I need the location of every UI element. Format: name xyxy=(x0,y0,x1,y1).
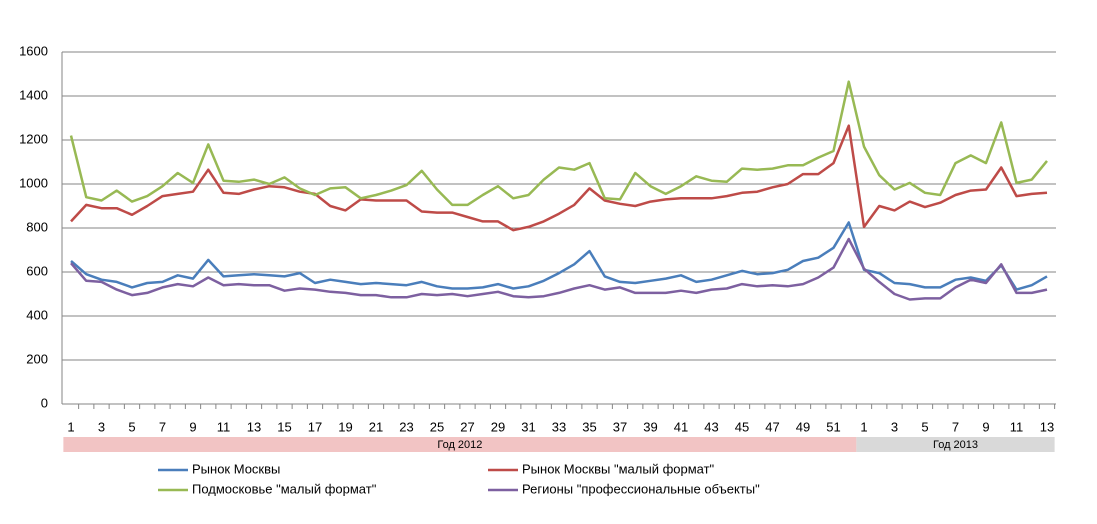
x-tick-label: 3 xyxy=(891,419,898,434)
series-line xyxy=(69,80,1048,207)
legend-label: Рынок Москвы xyxy=(192,461,280,476)
x-tick-label: 47 xyxy=(765,419,779,434)
x-tick-label: 17 xyxy=(308,419,322,434)
series-line xyxy=(70,237,1048,301)
x-tick-label: 19 xyxy=(338,419,352,434)
x-tick-label: 11 xyxy=(217,419,231,434)
group-band xyxy=(63,437,857,452)
y-tick-label: 1400 xyxy=(19,87,48,102)
y-tick-label: 200 xyxy=(26,351,48,366)
x-tick-label: 13 xyxy=(1040,419,1054,434)
x-tick-label: 13 xyxy=(247,419,261,434)
x-tick-label: 45 xyxy=(735,419,749,434)
x-tick-label: 31 xyxy=(521,419,535,434)
y-tick-label: 1600 xyxy=(19,43,48,58)
x-tick-label: 11 xyxy=(1010,419,1024,434)
series-line xyxy=(70,124,1048,232)
y-tick-label: 400 xyxy=(26,307,48,322)
x-tick-label: 39 xyxy=(643,419,657,434)
x-tick-label: 27 xyxy=(460,419,474,434)
x-tick-label: 7 xyxy=(952,419,959,434)
y-tick-label: 1200 xyxy=(19,131,48,146)
x-tick-label: 43 xyxy=(704,419,718,434)
x-tick-label: 3 xyxy=(98,419,105,434)
x-tick-label: 5 xyxy=(921,419,928,434)
legend-label: Рынок Москвы "малый формат" xyxy=(522,461,715,476)
x-tick-label: 41 xyxy=(674,419,688,434)
x-tick-label: 5 xyxy=(128,419,135,434)
x-tick-label: 37 xyxy=(613,419,627,434)
x-tick-label: 29 xyxy=(491,419,505,434)
x-tick-label: 1 xyxy=(860,419,867,434)
y-tick-label: 800 xyxy=(26,219,48,234)
group-band xyxy=(856,437,1055,452)
x-tick-label: 25 xyxy=(430,419,444,434)
y-tick-label: 0 xyxy=(41,395,48,410)
x-tick-label: 49 xyxy=(796,419,810,434)
x-tick-label: 1 xyxy=(67,419,74,434)
x-tick-label: 15 xyxy=(277,419,291,434)
x-tick-label: 7 xyxy=(159,419,166,434)
series-line xyxy=(70,221,1048,291)
x-tick-label: 51 xyxy=(826,419,840,434)
legend-label: Подмосковье "малый формат" xyxy=(192,481,377,496)
legend-label: Регионы "профессиональные объекты" xyxy=(522,481,760,496)
x-tick-label: 23 xyxy=(399,419,413,434)
x-tick-label: 9 xyxy=(189,419,196,434)
y-tick-label: 1000 xyxy=(19,175,48,190)
group-label: Год 2013 xyxy=(933,439,978,451)
x-tick-label: 9 xyxy=(982,419,989,434)
x-tick-label: 33 xyxy=(552,419,566,434)
group-label: Год 2012 xyxy=(437,439,482,451)
y-tick-label: 600 xyxy=(26,263,48,278)
x-tick-label: 21 xyxy=(369,419,383,434)
x-tick-label: 35 xyxy=(582,419,596,434)
